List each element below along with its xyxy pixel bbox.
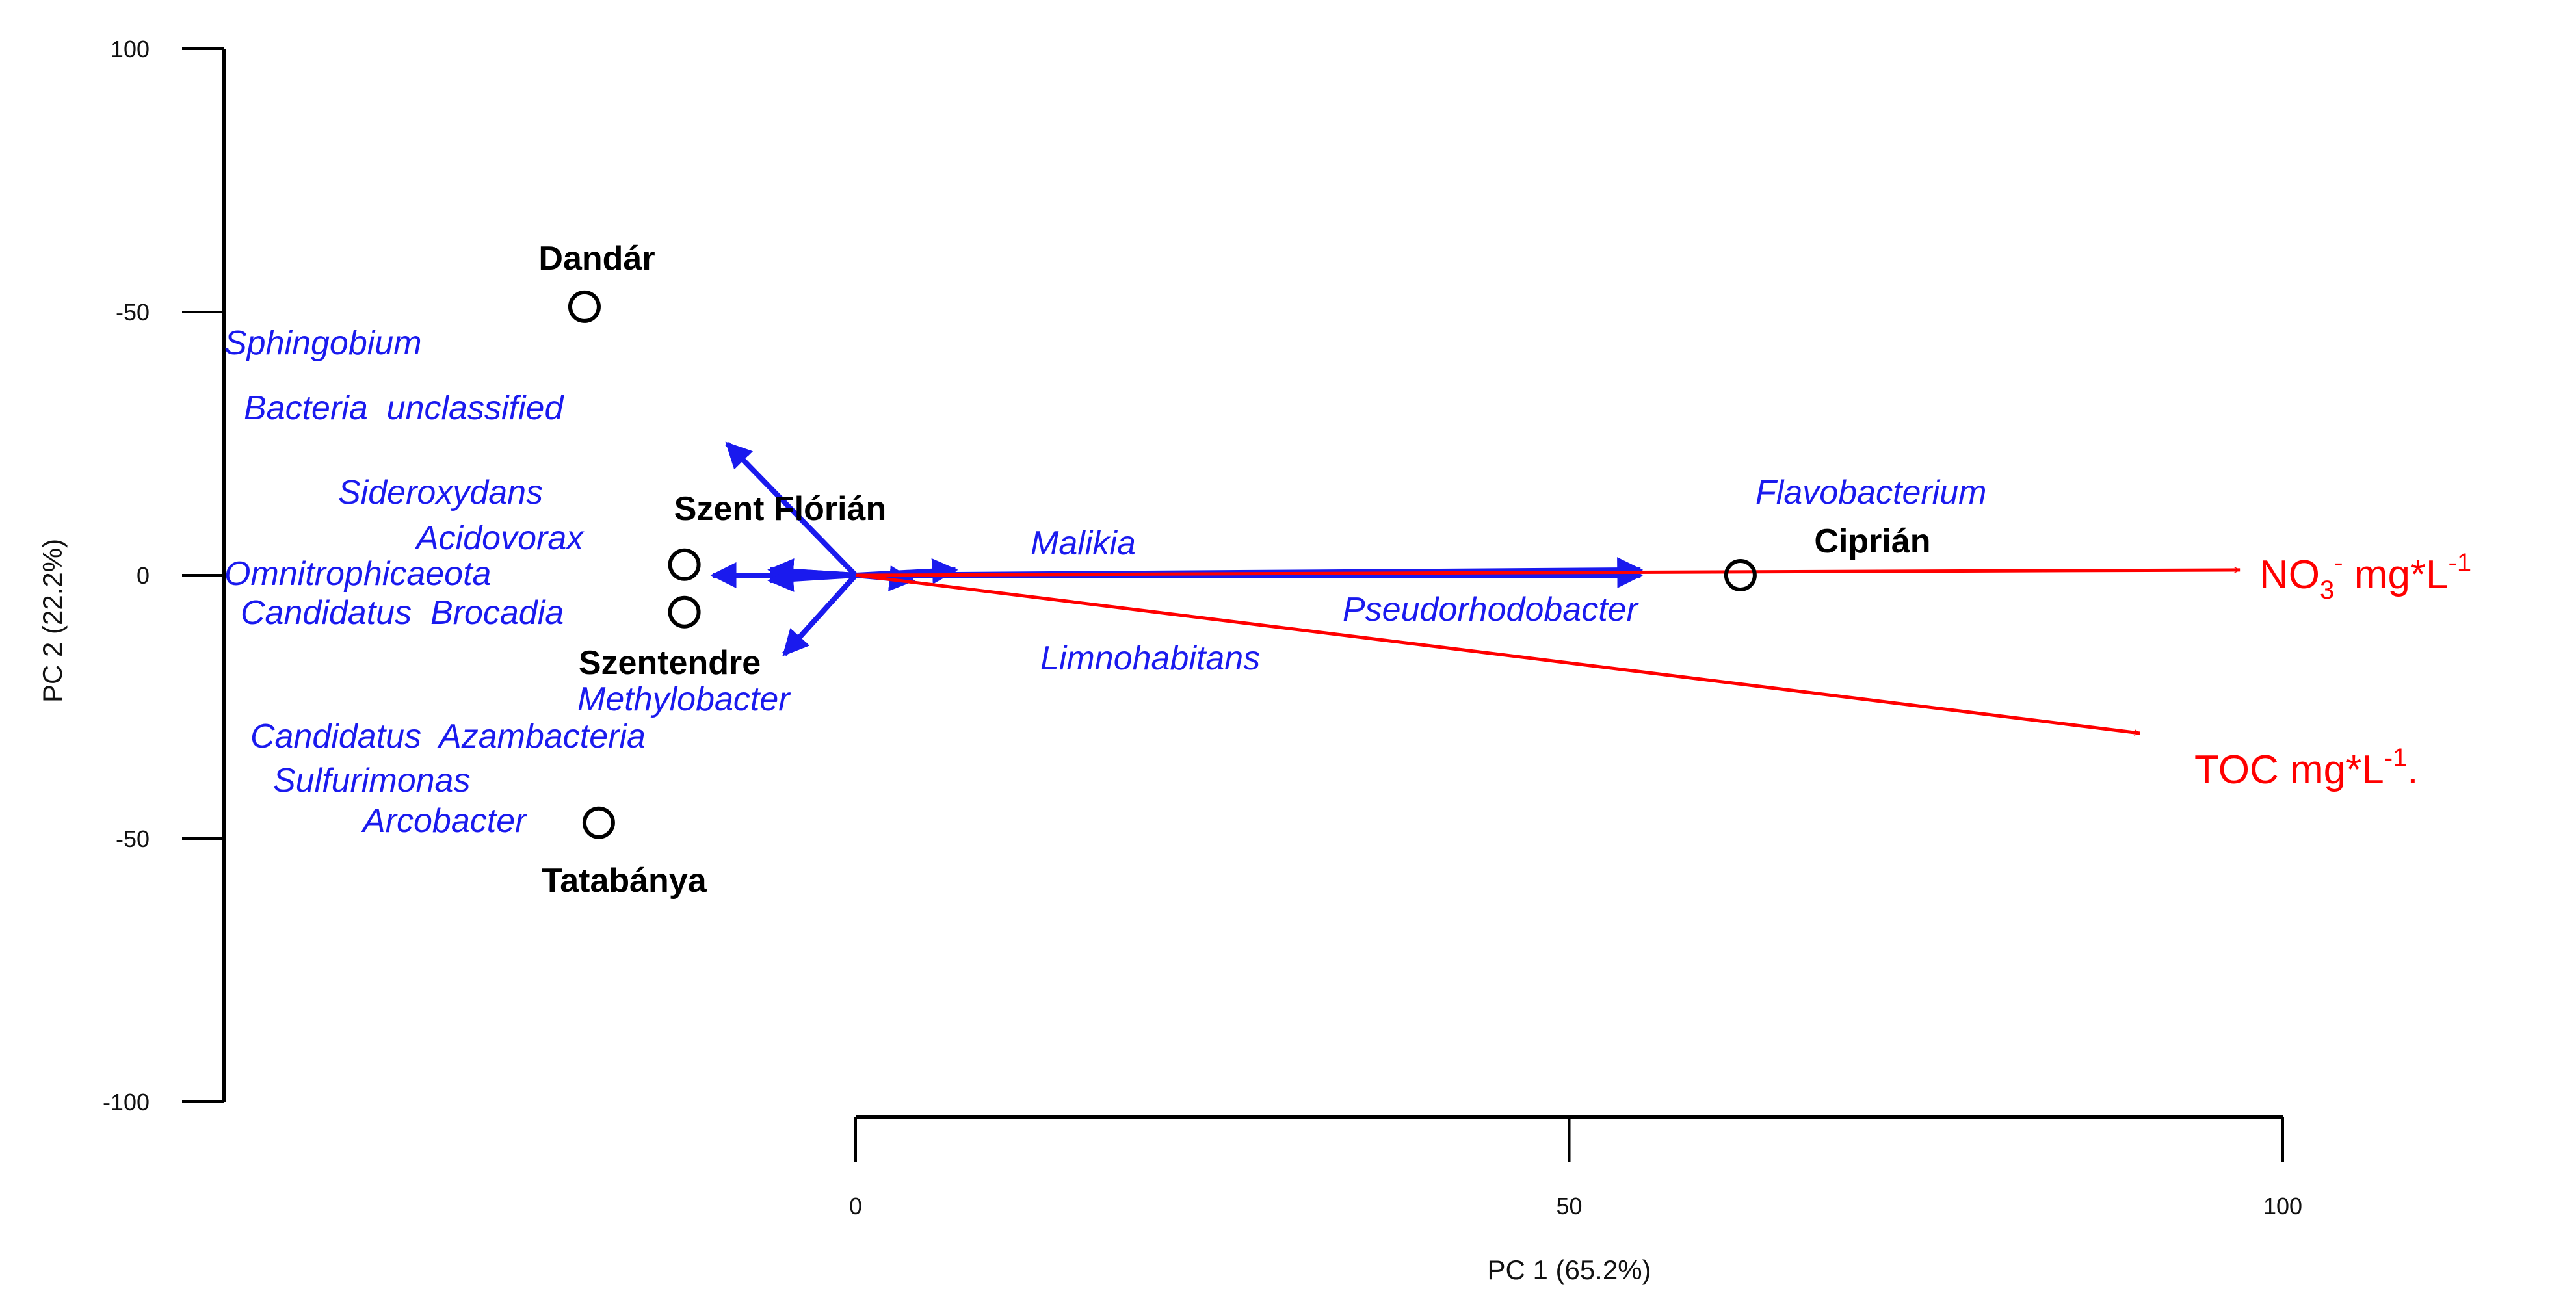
site-point-cipri-n (1724, 559, 1757, 592)
genus-label-candidatus-azambacteria: Candidatus Azambacteria (250, 718, 646, 755)
genus-label-arcobacter: Arcobacter (361, 802, 528, 840)
env-label-base: NO (2259, 552, 2320, 597)
x-tick-label: 0 (849, 1193, 862, 1219)
genus-label-candidatus-brocadia: Candidatus Brocadia (241, 594, 564, 632)
site-point-szent-fl-ri-n (668, 548, 701, 581)
genus-vector-arcobacter (782, 573, 858, 656)
genus-label-pseudorhodobacter: Pseudorhodobacter (1343, 591, 1640, 629)
env-label-no3-mg-l-1: NO3- mg*L-1 (2259, 549, 2471, 604)
genus-label-sulfurimonas: Sulfurimonas (273, 762, 470, 800)
y-tick-label: -50 (116, 299, 150, 326)
site-label-szentendre: Szentendre (579, 644, 761, 682)
axes: 100 -50 0 -50 -100 PC 2 (22.2%) 0 50 100 PC 1 (65… (37, 36, 2302, 1285)
site-label-szent-fl-ri-n: Szent Flórián (674, 490, 886, 528)
genus-vector-bacteria-unclassified (725, 441, 858, 577)
env-vector-toc-mg-l-1 (855, 573, 2140, 733)
y-tick-label: -100 (103, 1089, 150, 1115)
env-label-unit: mg*L (2343, 552, 2449, 597)
env-label-base: TOC mg*L (2194, 748, 2384, 792)
y-tick-label: -50 (116, 826, 150, 852)
genus-label-flavobacterium: Flavobacterium (1755, 474, 1986, 512)
env-label-superscript: -1 (2384, 744, 2408, 772)
genus-label-methylobacter: Methylobacter (577, 681, 791, 718)
env-label-tail: . (2407, 748, 2418, 792)
env-label-toc-mg-l-1: TOC mg*L-1. (2194, 744, 2419, 792)
sample-sites (568, 290, 1757, 839)
site-label-tatab-nya: Tatabánya (542, 862, 707, 900)
site-point-dand-r (568, 290, 601, 323)
env-vector-no3-mg-l-1 (855, 570, 2240, 577)
genus-label-omnitrophicaeota: Omnitrophicaeota (224, 555, 491, 593)
y-tick-label: 100 (111, 36, 150, 62)
genus-label-sphingobium: Sphingobium (224, 324, 422, 362)
site-label-cipri-n: Ciprián (1814, 523, 1930, 560)
site-point-szentendre (668, 595, 701, 629)
x-axis-title: PC 1 (65.2%) (1487, 1254, 1651, 1285)
site-label-dand-r: Dandár (538, 240, 655, 278)
genus-vector-candidatus-brocadia (767, 566, 856, 592)
site-point-tatab-nya (582, 806, 615, 839)
env-label-superscript: -1 (2449, 549, 2472, 577)
genus-label-acidovorax: Acidovorax (414, 519, 585, 557)
y-axis-title: PC 2 (22.2%) (37, 539, 68, 703)
genus-label-limnohabitans: Limnohabitans (1040, 640, 1260, 677)
x-tick-label: 100 (2263, 1193, 2302, 1219)
genus-label-malikia: Malikia (1031, 525, 1136, 562)
environment-vectors (855, 570, 2240, 733)
x-tick-label: 50 (1556, 1193, 1582, 1219)
y-tick-label: 0 (137, 562, 150, 589)
genus-label-bacteria-unclassified: Bacteria unclassified (244, 389, 564, 427)
labels: Dandár Szent Flórián Szentendre Tatabánya Ci… (224, 240, 2471, 900)
env-label-superscript: - (2334, 549, 2343, 577)
genus-label-sideroxydans: Sideroxydans (338, 474, 543, 512)
env-label-subscript: 3 (2320, 576, 2334, 604)
